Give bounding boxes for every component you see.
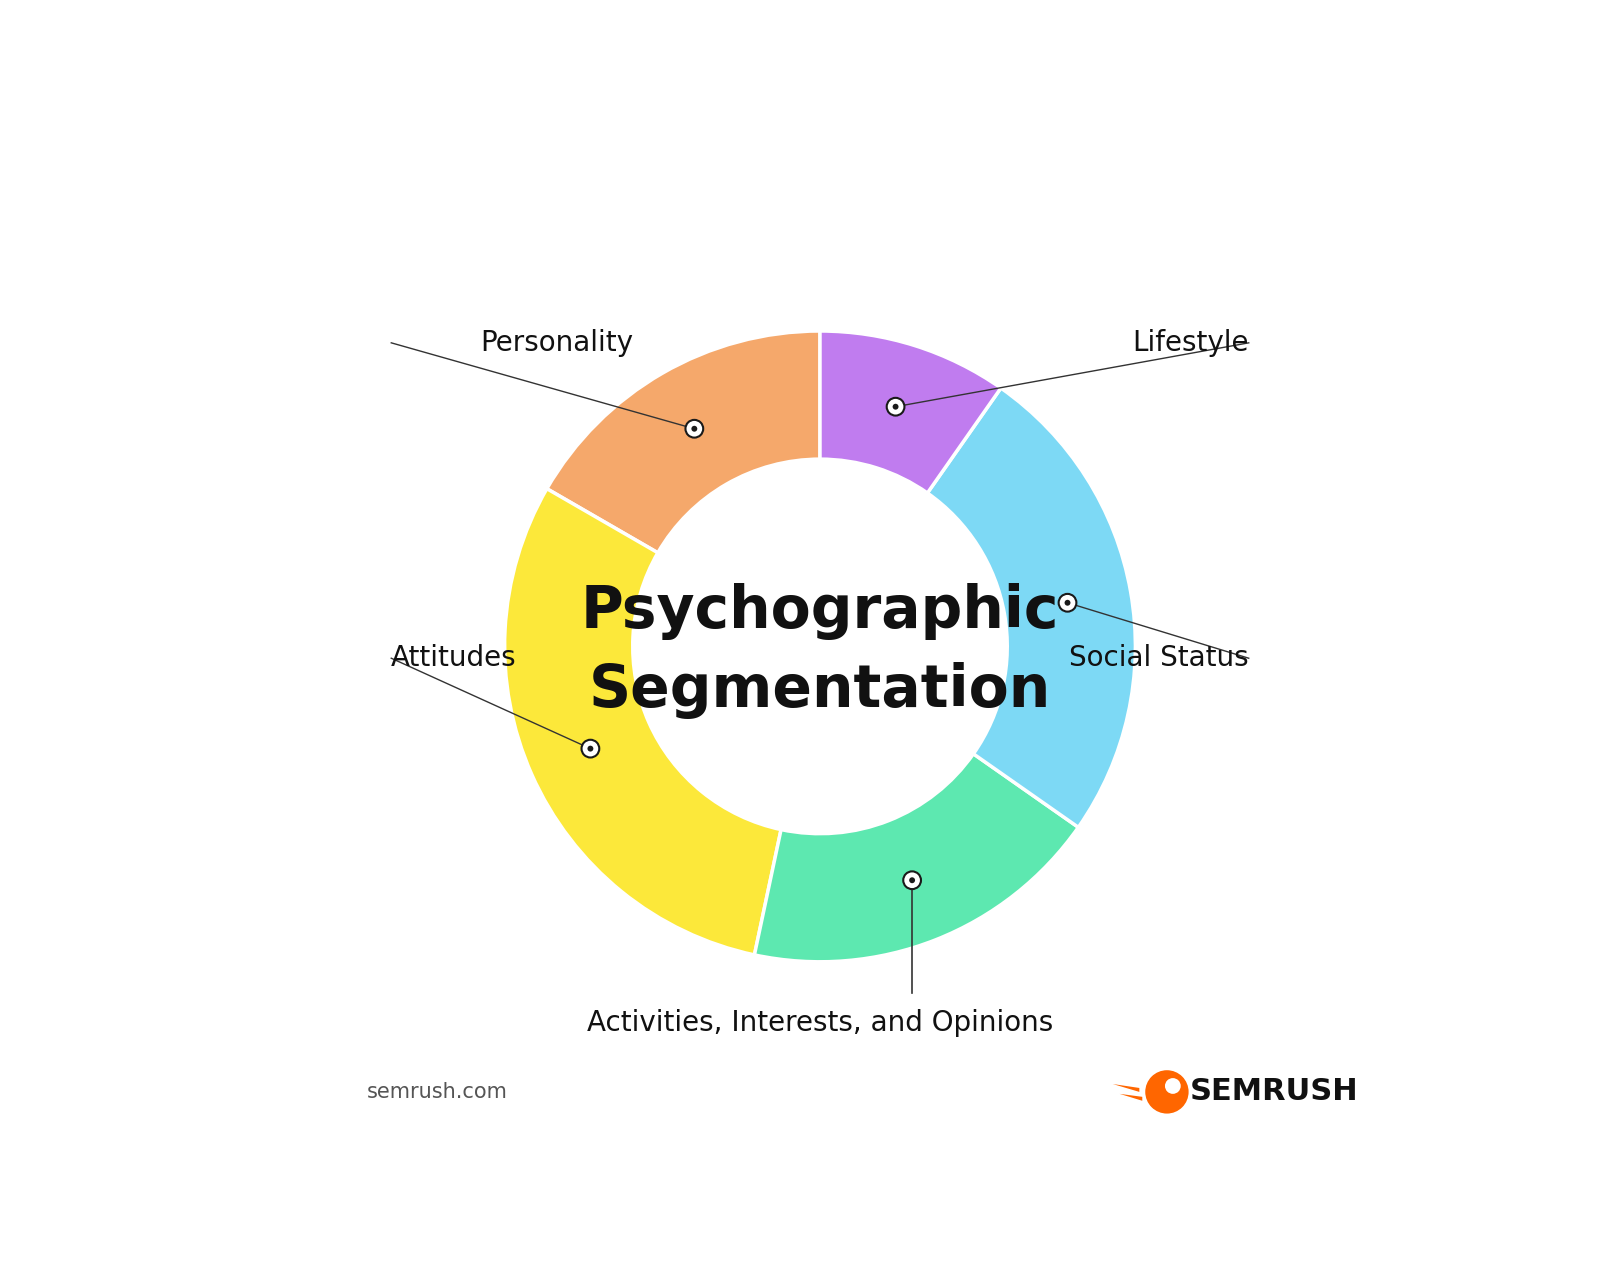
Wedge shape: [755, 754, 1078, 961]
Polygon shape: [1112, 1084, 1139, 1092]
Wedge shape: [819, 332, 1002, 493]
Text: Social Status: Social Status: [1069, 644, 1248, 672]
Circle shape: [909, 877, 915, 883]
Wedge shape: [547, 332, 819, 553]
Circle shape: [904, 872, 922, 890]
Text: Personality: Personality: [480, 329, 634, 357]
Circle shape: [1059, 594, 1077, 612]
Circle shape: [587, 746, 594, 751]
Circle shape: [1146, 1070, 1189, 1114]
Polygon shape: [1120, 1094, 1142, 1101]
Circle shape: [1165, 1078, 1181, 1094]
Wedge shape: [928, 388, 1136, 827]
Circle shape: [691, 426, 698, 431]
Text: semrush.com: semrush.com: [366, 1082, 507, 1102]
Circle shape: [1064, 600, 1070, 605]
Text: Activities, Interests, and Opinions: Activities, Interests, and Opinions: [587, 1009, 1053, 1037]
Circle shape: [685, 420, 704, 438]
Text: Lifestyle: Lifestyle: [1133, 329, 1248, 357]
Text: Psychographic: Psychographic: [581, 584, 1059, 640]
Text: SEMRUSH: SEMRUSH: [1189, 1078, 1358, 1106]
Circle shape: [886, 398, 904, 416]
Circle shape: [581, 740, 600, 758]
Wedge shape: [504, 489, 781, 955]
Text: Segmentation: Segmentation: [589, 662, 1051, 719]
Text: Attitudes: Attitudes: [392, 644, 517, 672]
Circle shape: [893, 403, 899, 410]
